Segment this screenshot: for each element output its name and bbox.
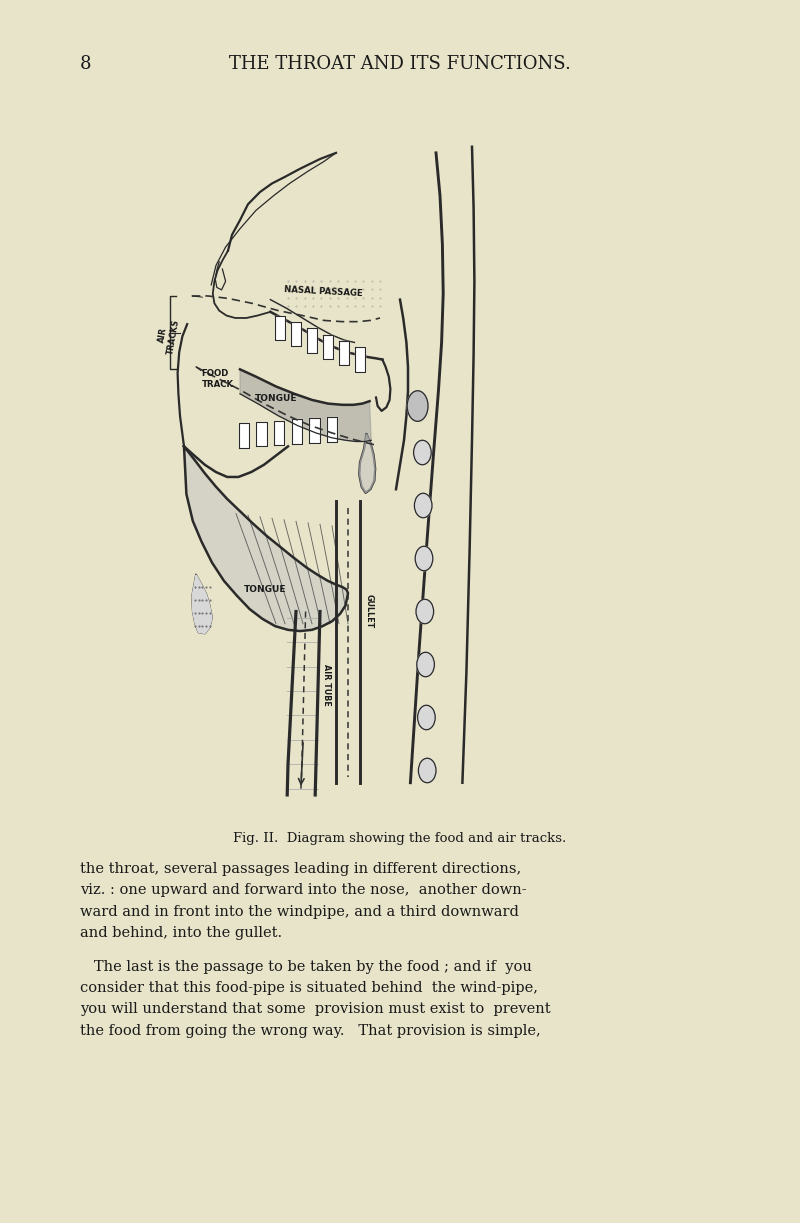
Polygon shape [192,575,212,634]
Text: THE THROAT AND ITS FUNCTIONS.: THE THROAT AND ITS FUNCTIONS. [229,55,571,73]
Polygon shape [275,316,285,340]
Ellipse shape [418,758,436,783]
Polygon shape [339,341,349,366]
Text: AIR
TRACKS: AIR TRACKS [155,317,181,356]
Polygon shape [326,417,338,442]
Text: TONGUE: TONGUE [254,394,297,404]
Polygon shape [291,322,301,346]
Text: AIR TUBE: AIR TUBE [322,664,331,706]
Polygon shape [323,335,334,360]
Ellipse shape [415,547,433,571]
Ellipse shape [416,599,434,624]
Polygon shape [307,328,317,352]
Text: NASAL PASSAGE: NASAL PASSAGE [284,285,363,297]
Text: FOOD
TRACK: FOOD TRACK [202,369,234,389]
Text: The last is the passage to be taken by the food ; and if  you
consider that this: The last is the passage to be taken by t… [80,960,550,1037]
Polygon shape [274,421,285,445]
Polygon shape [359,434,375,493]
Ellipse shape [414,440,431,465]
Text: GULLET: GULLET [365,594,374,629]
Ellipse shape [417,652,434,676]
Text: 8: 8 [80,55,91,73]
Polygon shape [256,422,267,446]
Ellipse shape [414,493,432,517]
Polygon shape [240,369,371,442]
Polygon shape [184,446,348,631]
Text: Fig. II.  Diagram showing the food and air tracks.: Fig. II. Diagram showing the food and ai… [234,832,566,845]
Ellipse shape [407,390,428,421]
Text: TONGUE: TONGUE [244,585,286,594]
Ellipse shape [418,706,435,730]
Polygon shape [355,347,365,372]
Text: the throat, several passages leading in different directions,
viz. : one upward : the throat, several passages leading in … [80,862,526,939]
Polygon shape [291,419,302,444]
Polygon shape [238,423,250,448]
Polygon shape [309,418,320,443]
